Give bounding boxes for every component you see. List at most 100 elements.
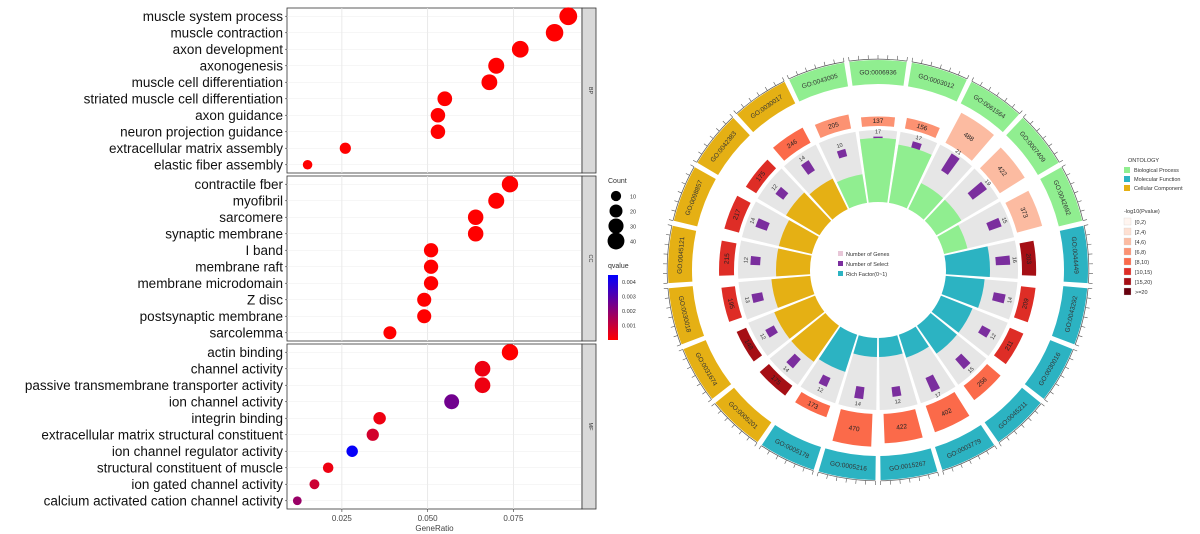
term-label: contractile fber [194, 177, 283, 192]
rich-factor-bar [836, 174, 868, 209]
outer-tick [1061, 164, 1066, 168]
outer-tick [835, 476, 838, 481]
term-label: axonogenesis [200, 58, 284, 73]
outer-tick [1041, 403, 1045, 407]
go-id-segment [683, 340, 732, 399]
term-label: integrin binding [191, 411, 283, 426]
term-label: actin binding [207, 345, 283, 360]
select-bar [995, 255, 1011, 266]
gene-count-bar [945, 112, 994, 161]
gene-count-bar [925, 392, 970, 433]
dot-point [488, 57, 505, 74]
term-label: Z disc [247, 292, 283, 307]
go-id-segment [668, 225, 697, 284]
outer-tick [971, 77, 974, 82]
select-bar [941, 153, 960, 175]
term-label: I band [245, 243, 283, 258]
outer-tick [958, 71, 961, 76]
facet-strip [581, 175, 597, 342]
select-bar [891, 385, 902, 397]
outer-tick [966, 75, 970, 79]
outer-tick [667, 224, 672, 226]
facet-strip [581, 7, 597, 174]
outer-tick [1074, 191, 1079, 194]
dot-point [501, 344, 519, 361]
select-bar [992, 292, 1006, 304]
rich-background [838, 346, 878, 410]
gene-count-bar [963, 364, 1001, 401]
outer-tick [722, 120, 726, 125]
outer-tick [782, 77, 785, 82]
go-id-label: GO:0045121 [676, 236, 686, 274]
term-label: structural constituent of muscle [97, 460, 283, 475]
outer-tick [980, 81, 983, 86]
pvalue-legend-label: [6,8) [1135, 250, 1146, 256]
select-label: 16 [1011, 257, 1017, 264]
outer-tick [740, 103, 744, 108]
outer-tick [795, 71, 798, 76]
outer-tick [1083, 219, 1088, 221]
term-label: calcium activated cation channel activit… [44, 493, 284, 508]
outer-tick [665, 234, 670, 236]
go-id-segment [789, 62, 849, 102]
dot-point [481, 74, 498, 91]
gene-count-label: 422 [896, 423, 908, 432]
color-legend-tick: 0.004 [622, 280, 636, 286]
dot-point [423, 276, 439, 291]
outer-tick [845, 478, 847, 483]
outer-tick [1030, 120, 1034, 125]
pvalue-legend-label: >=20 [1135, 290, 1148, 296]
center-legend-label: Number of Select [846, 262, 889, 268]
rich-factor-bar [774, 295, 825, 339]
outer-tick [671, 209, 676, 212]
pvalue-legend-label: [10,15) [1135, 270, 1152, 276]
go-id-label: GO:0044449 [1070, 236, 1080, 274]
outer-tick [738, 430, 742, 435]
pvalue-legend-key [1123, 267, 1132, 276]
term-label: myofibril [233, 193, 283, 208]
rich-factor-bar [941, 275, 985, 308]
pvalue-legend-label: [8,10) [1135, 260, 1149, 266]
outer-tick [676, 344, 681, 347]
facet-panel [286, 175, 583, 342]
outer-tick [1083, 316, 1088, 319]
go-id-segment [907, 62, 967, 102]
outer-tick [1054, 151, 1058, 155]
rich-factor-bar [776, 248, 812, 277]
select-bar [978, 325, 991, 338]
gene-count-bar [745, 159, 777, 194]
rich-factor-bar [853, 335, 878, 357]
outer-tick [756, 92, 760, 96]
select-bar [801, 160, 815, 175]
gene-count-bar [993, 327, 1024, 365]
gene-count-label: 203 [1024, 253, 1032, 265]
select-label: 12 [990, 333, 998, 341]
select-bar [751, 292, 764, 304]
outer-tick [690, 164, 695, 168]
center-legend-key [838, 251, 843, 256]
color-legend-title: qvalue [608, 263, 629, 270]
go-id-segment [697, 117, 750, 176]
dot-point [423, 243, 439, 258]
outer-tick [1021, 424, 1025, 428]
go-id-segment [1059, 225, 1088, 284]
x-tick-label: 0.050 [418, 514, 439, 523]
outer-tick [673, 335, 678, 338]
outer-tick [802, 467, 805, 472]
outer-tick [670, 326, 675, 328]
outer-tick [793, 463, 796, 468]
outer-tick [1006, 436, 1010, 441]
term-label: ion channel regulator activity [112, 444, 283, 459]
size-legend-dot [607, 232, 625, 250]
outer-scale-line [849, 58, 907, 62]
select-label: 17 [934, 392, 942, 400]
outer-tick [1066, 173, 1071, 176]
pvalue-legend-label: [15,20) [1135, 280, 1152, 286]
term-label: channel activity [191, 361, 284, 376]
center-legend-label: Rich Factor(0~1) [846, 272, 887, 278]
dot-point [430, 107, 446, 123]
outer-tick [930, 61, 933, 66]
select-bar [986, 217, 1002, 231]
term-label: postsynaptic membrane [140, 309, 283, 324]
